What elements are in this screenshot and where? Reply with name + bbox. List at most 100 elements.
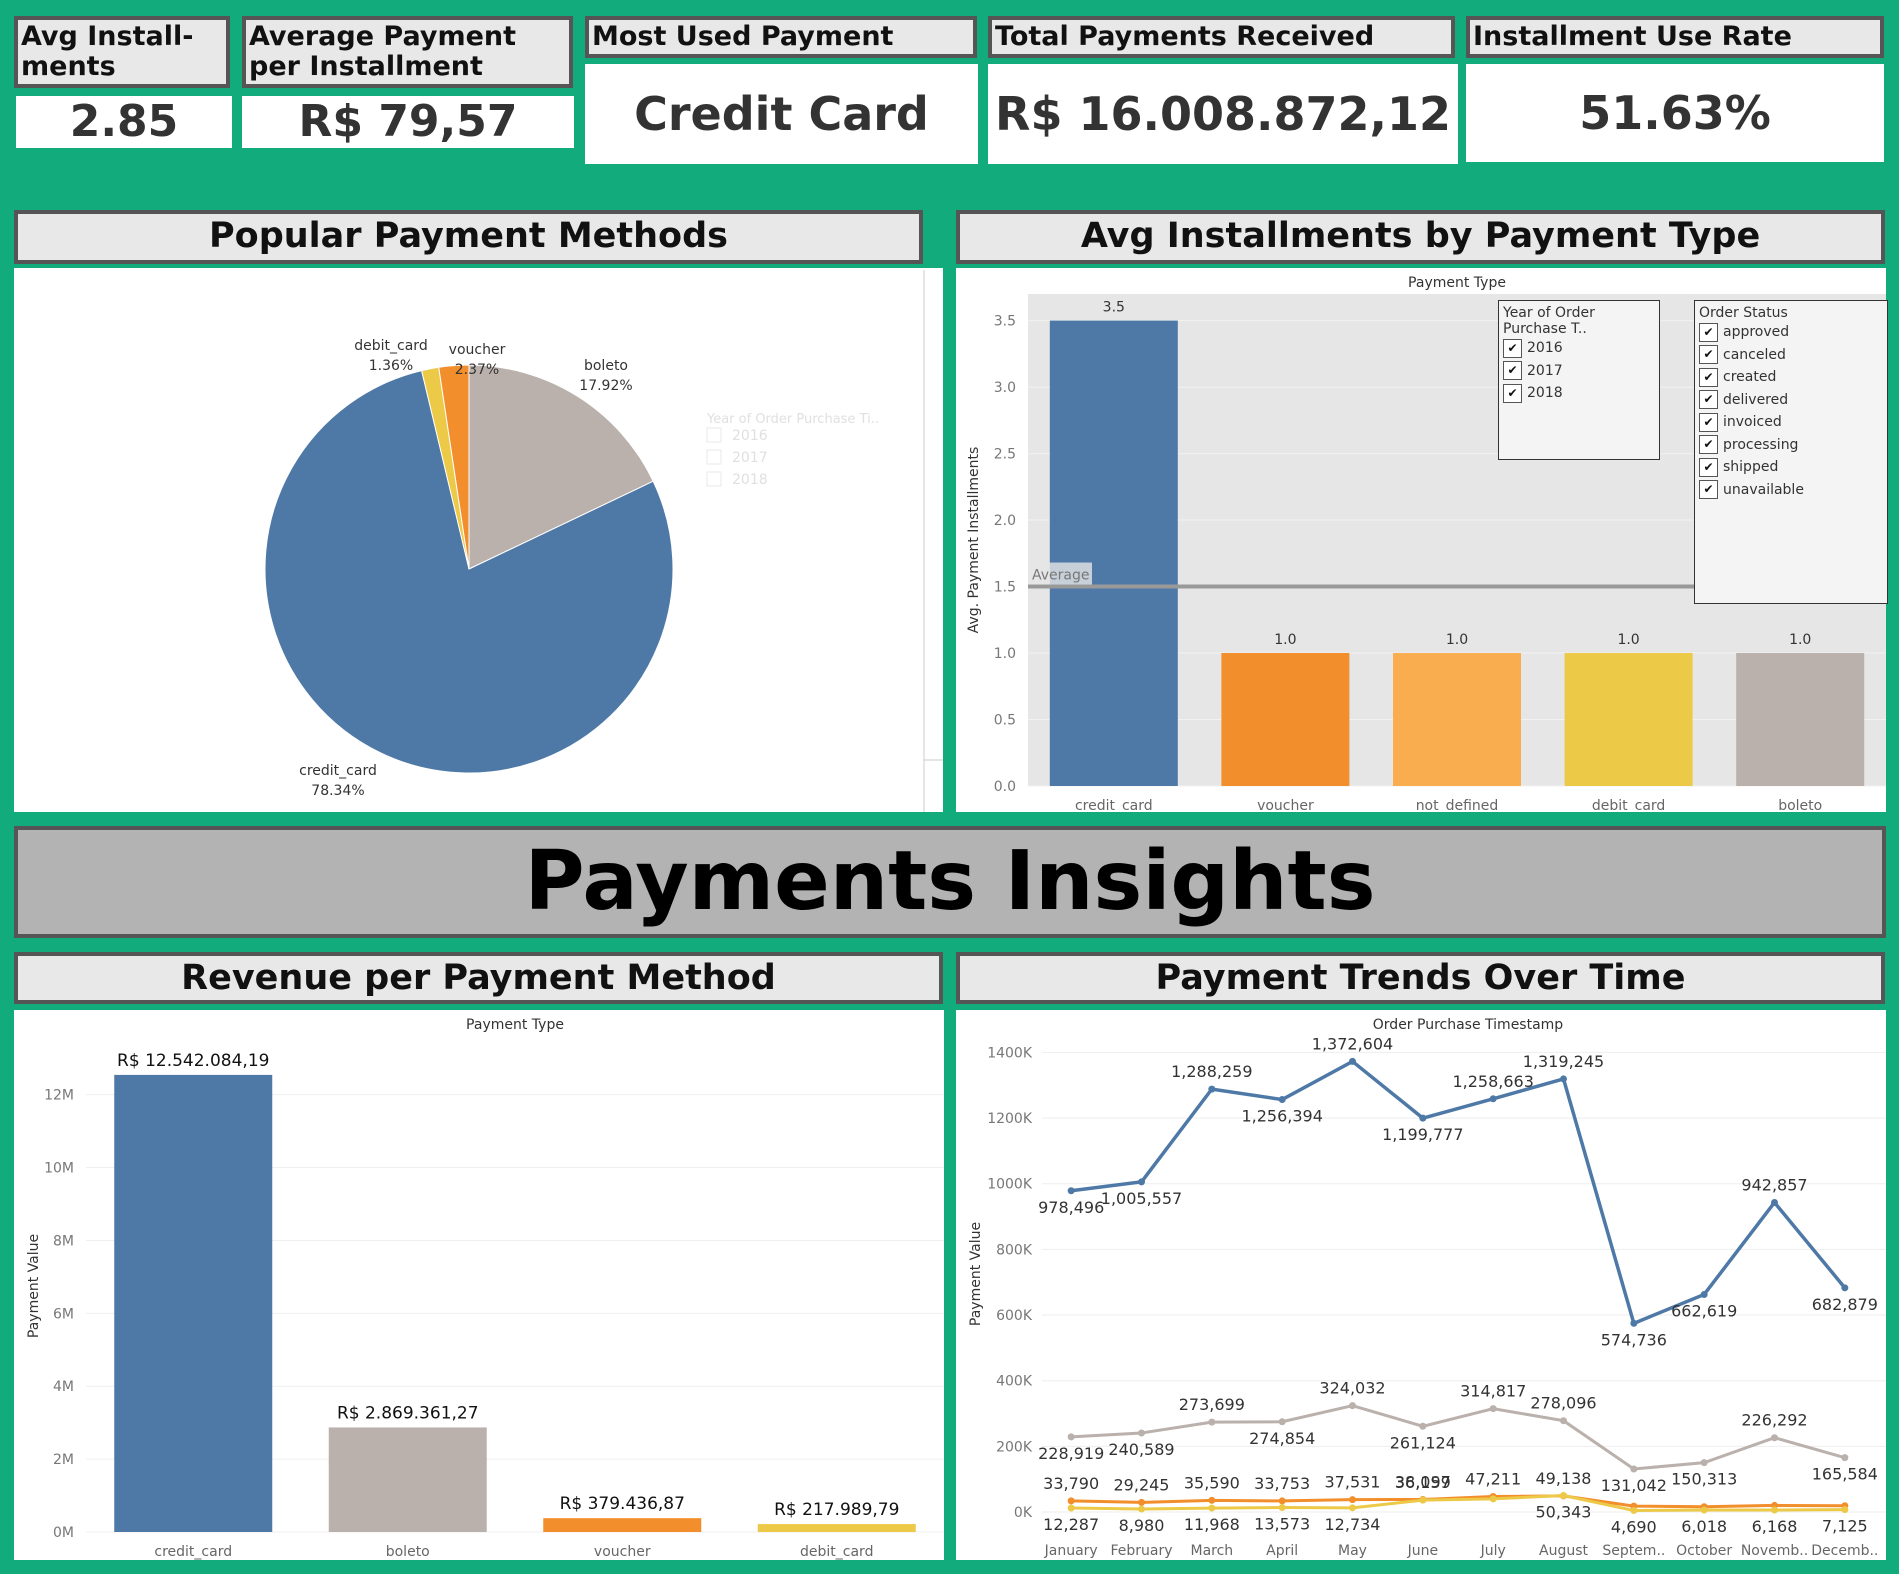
bar-value-label-debit-card: R$ 217.989,79: [774, 1500, 899, 1520]
series-point-debit-card[interactable]: [1489, 1495, 1497, 1503]
pie-slice-credit-card[interactable]: [264, 369, 674, 774]
series-point-credit-card[interactable]: [1700, 1290, 1708, 1298]
avg-installments-panel: 0.0 0.5 1.0 1.5 2.0 2.5 3.0 3.5 Payment Type Avg.…: [956, 268, 1888, 814]
checkbox-checked-icon[interactable]: ✔: [1699, 412, 1718, 432]
series-point-boleto[interactable]: [1630, 1465, 1638, 1473]
series-point-debit-card[interactable]: [1419, 1496, 1427, 1504]
series-point-voucher[interactable]: [1349, 1496, 1356, 1504]
data-label-debit-card: 6,168: [1752, 1517, 1798, 1536]
x-tick-label-boleto: boleto: [386, 1544, 430, 1560]
bar-credit-card[interactable]: [1049, 320, 1178, 786]
x-tick-label-boleto: boleto: [1778, 798, 1822, 812]
series-point-credit-card[interactable]: [1771, 1198, 1778, 1206]
x-tick-label-not-defined: not_defined: [1416, 798, 1499, 812]
checkbox-checked-icon[interactable]: ✔: [1699, 322, 1718, 342]
series-point-boleto[interactable]: [1771, 1434, 1778, 1442]
series-point-debit-card[interactable]: [1138, 1505, 1145, 1513]
bar-credit-card[interactable]: [114, 1074, 273, 1532]
checkbox-checked-icon[interactable]: ✔: [1699, 390, 1718, 410]
y-tick-label: 3.5: [994, 314, 1016, 330]
checkbox-checked-icon[interactable]: ✔: [1699, 367, 1718, 387]
series-point-boleto[interactable]: [1138, 1429, 1145, 1437]
checkbox-checked-icon[interactable]: ✔: [1699, 435, 1718, 455]
year-option-2016[interactable]: ✔ 2016: [1503, 337, 1655, 360]
status-option-invoiced[interactable]: ✔ invoiced: [1699, 411, 1883, 434]
status-option-delivered[interactable]: ✔ delivered: [1699, 389, 1883, 412]
series-point-credit-card[interactable]: [1349, 1057, 1356, 1065]
series-point-voucher[interactable]: [1208, 1496, 1216, 1504]
bar-debit-card[interactable]: [1564, 653, 1693, 786]
trends-panel: 0K 200K 400K 600K 800K 1000K 1200K 1400K Order P…: [956, 1010, 1886, 1560]
checkbox-checked-icon[interactable]: ✔: [1503, 338, 1522, 358]
y-tick-label: 1200K: [987, 1111, 1033, 1127]
year-option-2017[interactable]: ✔ 2017: [1503, 360, 1655, 383]
filter-option-label: 2018: [1527, 385, 1563, 402]
series-point-debit-card[interactable]: [1771, 1506, 1778, 1514]
series-point-credit-card[interactable]: [1419, 1114, 1427, 1122]
y-tick-label: 10M: [44, 1161, 74, 1177]
series-point-boleto[interactable]: [1349, 1402, 1356, 1410]
series-line-credit-card[interactable]: [1070, 1059, 1847, 1326]
checkbox-checked-icon[interactable]: ✔: [1503, 383, 1522, 403]
series-point-boleto[interactable]: [1208, 1418, 1216, 1426]
series-point-debit-card[interactable]: [1700, 1506, 1708, 1514]
series-point-voucher[interactable]: [1278, 1497, 1286, 1505]
series-point-debit-card[interactable]: [1630, 1506, 1638, 1514]
series-point-debit-card[interactable]: [1560, 1491, 1567, 1499]
series-point-boleto[interactable]: [1489, 1405, 1497, 1413]
status-option-created[interactable]: ✔ created: [1699, 366, 1883, 389]
series-point-boleto[interactable]: [1841, 1454, 1849, 1462]
checkbox-checked-icon[interactable]: ✔: [1699, 480, 1718, 500]
series-point-credit-card[interactable]: [1208, 1085, 1216, 1093]
series-point-voucher[interactable]: [1067, 1497, 1075, 1505]
data-label-voucher: 35,590: [1184, 1473, 1240, 1492]
year-option-2018[interactable]: ✔ 2018: [1503, 382, 1655, 405]
status-option-approved[interactable]: ✔ approved: [1699, 321, 1883, 344]
bar-voucher[interactable]: [1221, 653, 1350, 786]
bar-debit-card[interactable]: [757, 1524, 916, 1532]
status-option-canceled[interactable]: ✔ canceled: [1699, 344, 1883, 367]
series-point-voucher[interactable]: [1138, 1498, 1145, 1506]
checkbox-checked-icon[interactable]: ✔: [1699, 457, 1718, 477]
series-point-credit-card[interactable]: [1278, 1096, 1286, 1104]
checkbox-checked-icon[interactable]: ✔: [1503, 361, 1522, 381]
status-option-unavailable[interactable]: ✔ unavailable: [1699, 479, 1883, 502]
pie-slice-voucher[interactable]: [438, 364, 470, 570]
kpi-title-avg-payment-installment: Average Payment per Installment: [242, 16, 573, 88]
series-point-boleto[interactable]: [1700, 1459, 1708, 1467]
series-point-credit-card[interactable]: [1489, 1095, 1497, 1103]
x-tick-label-decemb: Decemb..: [1811, 1543, 1878, 1559]
series-point-boleto[interactable]: [1560, 1417, 1567, 1425]
series-point-debit-card[interactable]: [1349, 1504, 1356, 1512]
series-point-boleto[interactable]: [1278, 1418, 1286, 1426]
kpi-title-total-payments: Total Payments Received: [988, 16, 1455, 58]
series-point-credit-card[interactable]: [1630, 1319, 1638, 1327]
bar-boleto[interactable]: [1736, 653, 1865, 786]
series-point-debit-card[interactable]: [1841, 1506, 1849, 1514]
series-point-credit-card[interactable]: [1841, 1284, 1849, 1292]
series-point-boleto[interactable]: [1067, 1433, 1075, 1441]
series-point-debit-card[interactable]: [1278, 1504, 1286, 1512]
bar-voucher[interactable]: [543, 1518, 702, 1532]
series-point-credit-card[interactable]: [1138, 1178, 1145, 1186]
checkbox-checked-icon[interactable]: ✔: [1699, 345, 1718, 365]
x-tick-label-may: May: [1338, 1543, 1367, 1559]
status-option-shipped[interactable]: ✔ shipped: [1699, 456, 1883, 479]
status-option-processing[interactable]: ✔ processing: [1699, 434, 1883, 457]
series-point-debit-card[interactable]: [1067, 1504, 1075, 1512]
series-line-boleto[interactable]: [1071, 1404, 1846, 1471]
faded-year-checkbox: [706, 449, 722, 465]
pie-slice-boleto[interactable]: [468, 364, 654, 570]
series-point-boleto[interactable]: [1419, 1422, 1427, 1430]
section-title-revenue: Revenue per Payment Method: [14, 952, 943, 1004]
series-line-voucher[interactable]: [1071, 1494, 1845, 1509]
series-point-credit-card[interactable]: [1067, 1187, 1075, 1195]
bar-not-defined[interactable]: [1393, 653, 1521, 786]
data-label-credit-card: 1,288,259: [1171, 1062, 1252, 1081]
filter-option-label: approved: [1723, 324, 1790, 341]
series-point-debit-card[interactable]: [1208, 1504, 1216, 1512]
series-line-debit-card[interactable]: [1071, 1493, 1845, 1512]
bar-boleto[interactable]: [328, 1427, 487, 1532]
series-point-credit-card[interactable]: [1560, 1075, 1567, 1083]
data-label-credit-card: 1,372,604: [1312, 1034, 1393, 1053]
